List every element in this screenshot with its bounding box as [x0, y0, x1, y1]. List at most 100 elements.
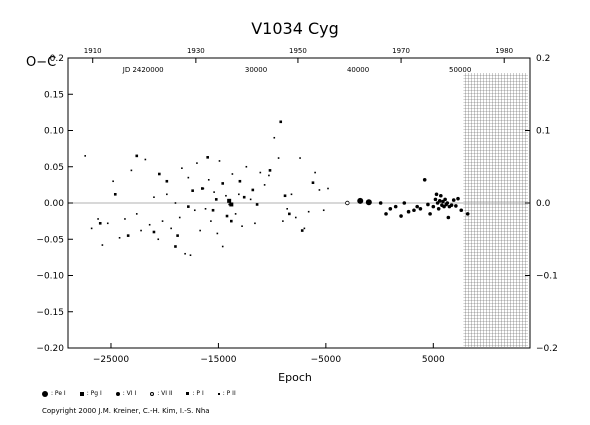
year-tick-label: 1970	[392, 47, 410, 55]
point-p2	[314, 171, 316, 174]
copyright-text: Copyright 2000 J.M. Kreiner, C.-H. Kim, …	[42, 407, 210, 415]
point-vi	[426, 202, 430, 207]
point-p2	[228, 203, 230, 206]
point-p2	[238, 193, 240, 196]
point-p1	[206, 156, 209, 159]
point-p2	[327, 187, 329, 190]
point-p1	[214, 198, 218, 201]
point-pe	[357, 197, 364, 204]
point-p1	[268, 169, 272, 172]
point-p2	[189, 254, 192, 256]
point-p2	[97, 218, 99, 220]
point-p1	[221, 182, 225, 185]
point-p2	[199, 229, 201, 232]
point-p1	[211, 208, 215, 212]
point-p1	[191, 189, 194, 192]
point-p1	[135, 154, 139, 158]
point-p1	[174, 245, 177, 248]
point-vi	[378, 201, 383, 205]
point-p1	[165, 179, 169, 183]
point-p1	[152, 230, 156, 234]
point-vi	[406, 209, 411, 214]
point-pg	[229, 202, 234, 207]
x-tick-label: −5000	[311, 355, 342, 365]
point-p2	[273, 136, 276, 139]
shaded-region	[463, 73, 528, 347]
chart-legend: : Pe I : Pg I : VI I : VI II : P I : P I…	[42, 390, 236, 397]
point-p2	[140, 229, 142, 232]
y-right-tick-label: −0.1	[536, 272, 558, 282]
y-tick-label: −0.20	[36, 344, 64, 354]
point-vi	[443, 197, 447, 202]
year-tick-label: 1910	[84, 47, 102, 55]
point-p2	[213, 191, 215, 193]
y-tick-label-top: 0.2	[50, 54, 64, 64]
point-pg	[227, 198, 232, 203]
point-p2	[259, 171, 262, 174]
point-p2	[249, 198, 252, 201]
point-vi	[399, 214, 403, 218]
point-p2	[196, 162, 198, 164]
point-p1	[238, 179, 242, 183]
point-vi	[437, 199, 442, 203]
point-vi	[431, 204, 436, 209]
year-tick-label: 1980	[495, 47, 513, 55]
jd-label: JD 2420000	[122, 66, 164, 74]
chart-title: V1034 Cyg	[251, 19, 339, 38]
legend-item-viii: : VI II	[150, 390, 172, 397]
point-vi	[449, 203, 454, 207]
x-tick-label: 5000	[422, 355, 445, 365]
legend-item-vi: : VI I	[115, 390, 136, 397]
pg-marker-icon	[79, 391, 84, 396]
point-p2	[241, 225, 243, 227]
point-p2	[204, 208, 207, 210]
point-p2	[277, 157, 280, 159]
x-axis-label: Epoch	[278, 371, 312, 384]
point-vi	[456, 196, 460, 201]
point-p1	[113, 193, 117, 196]
y-tick-label: −0.10	[36, 272, 64, 282]
vi-marker-icon	[115, 391, 120, 396]
point-p2	[245, 165, 248, 168]
point-vi	[465, 212, 470, 216]
point-p2	[112, 180, 114, 183]
point-p1	[279, 120, 283, 124]
legend-item-p1: : P I	[186, 390, 204, 397]
legend-label-pg: : Pg I	[86, 390, 102, 397]
point-p2	[174, 202, 177, 204]
point-vi	[388, 207, 393, 211]
point-p1	[158, 172, 161, 176]
point-p1	[201, 187, 204, 190]
point-vi	[459, 208, 464, 213]
point-p2	[161, 220, 164, 222]
point-p1	[230, 219, 233, 223]
point-p1	[283, 194, 287, 198]
point-p2	[187, 176, 190, 179]
point-p2	[144, 158, 147, 161]
point-p2	[157, 238, 160, 241]
point-p1	[255, 203, 259, 206]
point-p2	[303, 227, 306, 230]
point-vi	[434, 192, 439, 197]
point-p2	[221, 245, 224, 248]
point-p2	[254, 222, 256, 225]
viii-marker-icon	[150, 391, 155, 396]
legend-item-p2: : P II	[217, 390, 236, 397]
point-p2	[290, 193, 293, 196]
point-p2	[90, 227, 93, 230]
y-right-tick-label: 0.2	[536, 54, 550, 64]
point-vi	[422, 178, 427, 182]
y-right-tick-label: −0.2	[536, 344, 558, 354]
legend-label-p1: : P I	[192, 390, 204, 397]
point-p2	[130, 169, 133, 172]
point-p2	[181, 167, 183, 169]
y-tick-label: 0.05	[44, 163, 64, 173]
point-vi	[446, 215, 451, 220]
point-vi	[418, 207, 423, 211]
point-p2	[170, 227, 172, 230]
point-p2	[178, 216, 181, 219]
year-tick-label: 1950	[289, 47, 307, 55]
point-vi	[415, 204, 419, 209]
point-p2	[282, 220, 284, 222]
